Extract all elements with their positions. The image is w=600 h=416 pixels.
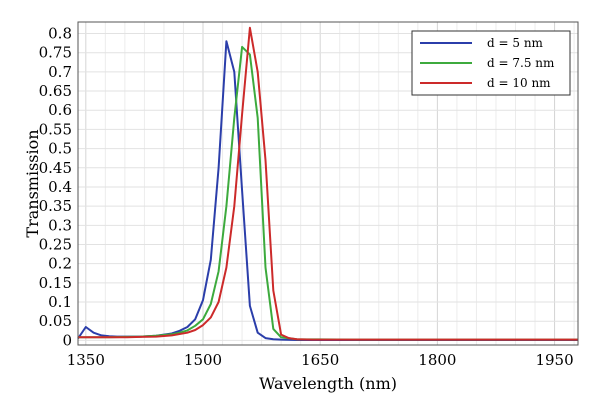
y-tick-label: 0.7: [48, 63, 72, 81]
y-tick-label: 0.25: [39, 235, 72, 253]
y-tick-label: 0.8: [48, 25, 72, 43]
legend: d = 5 nm d = 7.5 nm d = 10 nm: [411, 30, 571, 96]
y-tick-label: 0.3: [48, 216, 72, 234]
x-tick-labels: 1350 1500 1650 1800 1950: [67, 351, 574, 369]
y-tick-label: 0.1: [48, 293, 72, 311]
x-tick-label: 1500: [184, 351, 222, 369]
y-tick-label: 0.2: [48, 255, 72, 273]
y-tick-label: 0.5: [48, 140, 72, 158]
series-line: [78, 26, 578, 341]
y-tick-label: 0.35: [39, 197, 72, 215]
plot-frame: [77, 21, 579, 346]
legend-label: d = 10 nm: [487, 76, 551, 90]
y-tick-label: 0.65: [39, 82, 72, 100]
series-lines: [77, 26, 578, 341]
y-tick-label: 0.6: [48, 101, 72, 119]
x-tick-label: 1650: [301, 351, 339, 369]
y-axis-title: Transmission: [23, 129, 42, 237]
y-tick-label: 0.45: [39, 159, 72, 177]
x-tick-label: 1350: [67, 351, 105, 369]
y-tick-label: 0.4: [48, 178, 72, 196]
y-tick-label: 0.15: [39, 274, 72, 292]
y-tick-label: 0.05: [39, 312, 72, 330]
x-axis-title: Wavelength (nm): [259, 374, 397, 393]
x-tick-label: 1800: [418, 351, 456, 369]
y-tick-labels: 00.050.10.150.2 0.250.30.350.40.450.5 0.55…: [39, 25, 72, 350]
y-tick-label: 0.55: [39, 120, 72, 138]
y-tick-label: 0: [62, 331, 72, 349]
y-tick-label: 0.75: [39, 44, 72, 62]
legend-label: d = 5 nm: [487, 36, 544, 50]
grid-lines: [78, 22, 578, 345]
x-tick-label: 1950: [535, 351, 573, 369]
legend-label: d = 7.5 nm: [487, 56, 555, 70]
